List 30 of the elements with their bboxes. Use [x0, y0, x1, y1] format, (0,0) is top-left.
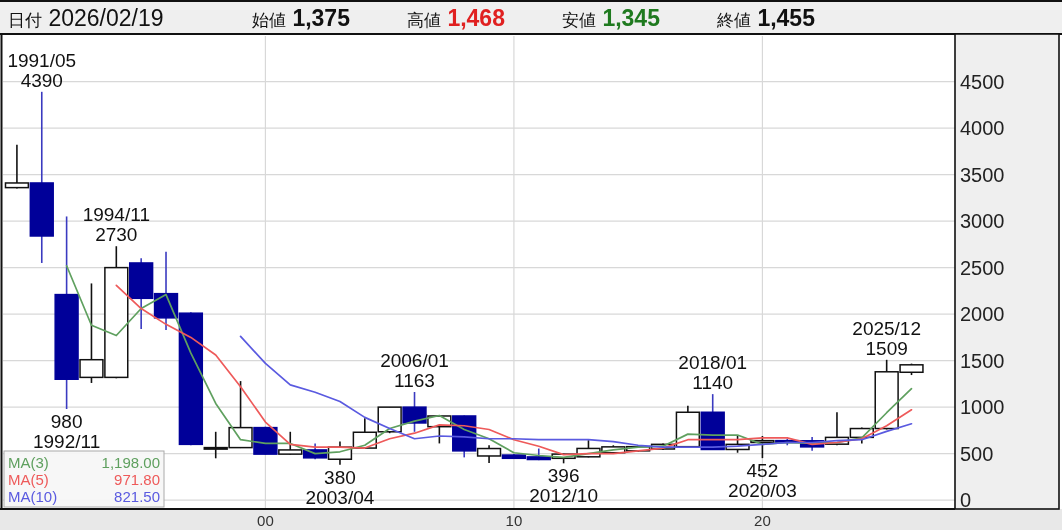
text: MA(5): [8, 471, 49, 488]
y-tick-label: 4500: [960, 70, 1005, 93]
annotation: 452 2020/03: [728, 460, 797, 502]
text: 始値 1,375 高値 1,468 安値 1,345 終値 1,455: [252, 5, 815, 31]
annotation: 396 2012/10: [529, 465, 598, 507]
y-tick-label: 500: [960, 442, 994, 465]
y-tick-label: 1500: [960, 349, 1005, 372]
annotation: 1994/11 2730: [82, 204, 150, 246]
chart-title: 日付 2026/02/19: [8, 5, 164, 31]
x-tick-label: 10: [505, 511, 523, 529]
y-tick-label: 3000: [960, 210, 1005, 233]
y-tick-label: 4000: [960, 117, 1005, 140]
annotation: 980 1992/11: [32, 411, 101, 452]
annotation: 971.80: [114, 471, 160, 488]
annotation: 1991/05 4390: [7, 49, 77, 91]
y-tick-label: 2000: [960, 303, 1005, 326]
y-tick-label: 0: [960, 489, 972, 512]
text: MA(10): [8, 488, 58, 505]
y-tick-label: 1000: [960, 396, 1005, 419]
annotation: 380 2003/04: [305, 466, 375, 508]
x-tick-label: 00: [257, 511, 274, 529]
annotation: 2006/01 1163: [380, 349, 449, 391]
annotation: 2018/01 1140: [678, 352, 748, 394]
x-tick-label: 20: [754, 511, 771, 529]
annotation: 1,198.00: [101, 454, 160, 471]
annotation: 821.50: [114, 488, 160, 505]
y-tick-label: 3500: [960, 163, 1005, 186]
annotation: 2025/12 1509: [852, 317, 922, 359]
text: MA(3): [8, 454, 49, 471]
y-tick-label: 2500: [960, 256, 1005, 279]
